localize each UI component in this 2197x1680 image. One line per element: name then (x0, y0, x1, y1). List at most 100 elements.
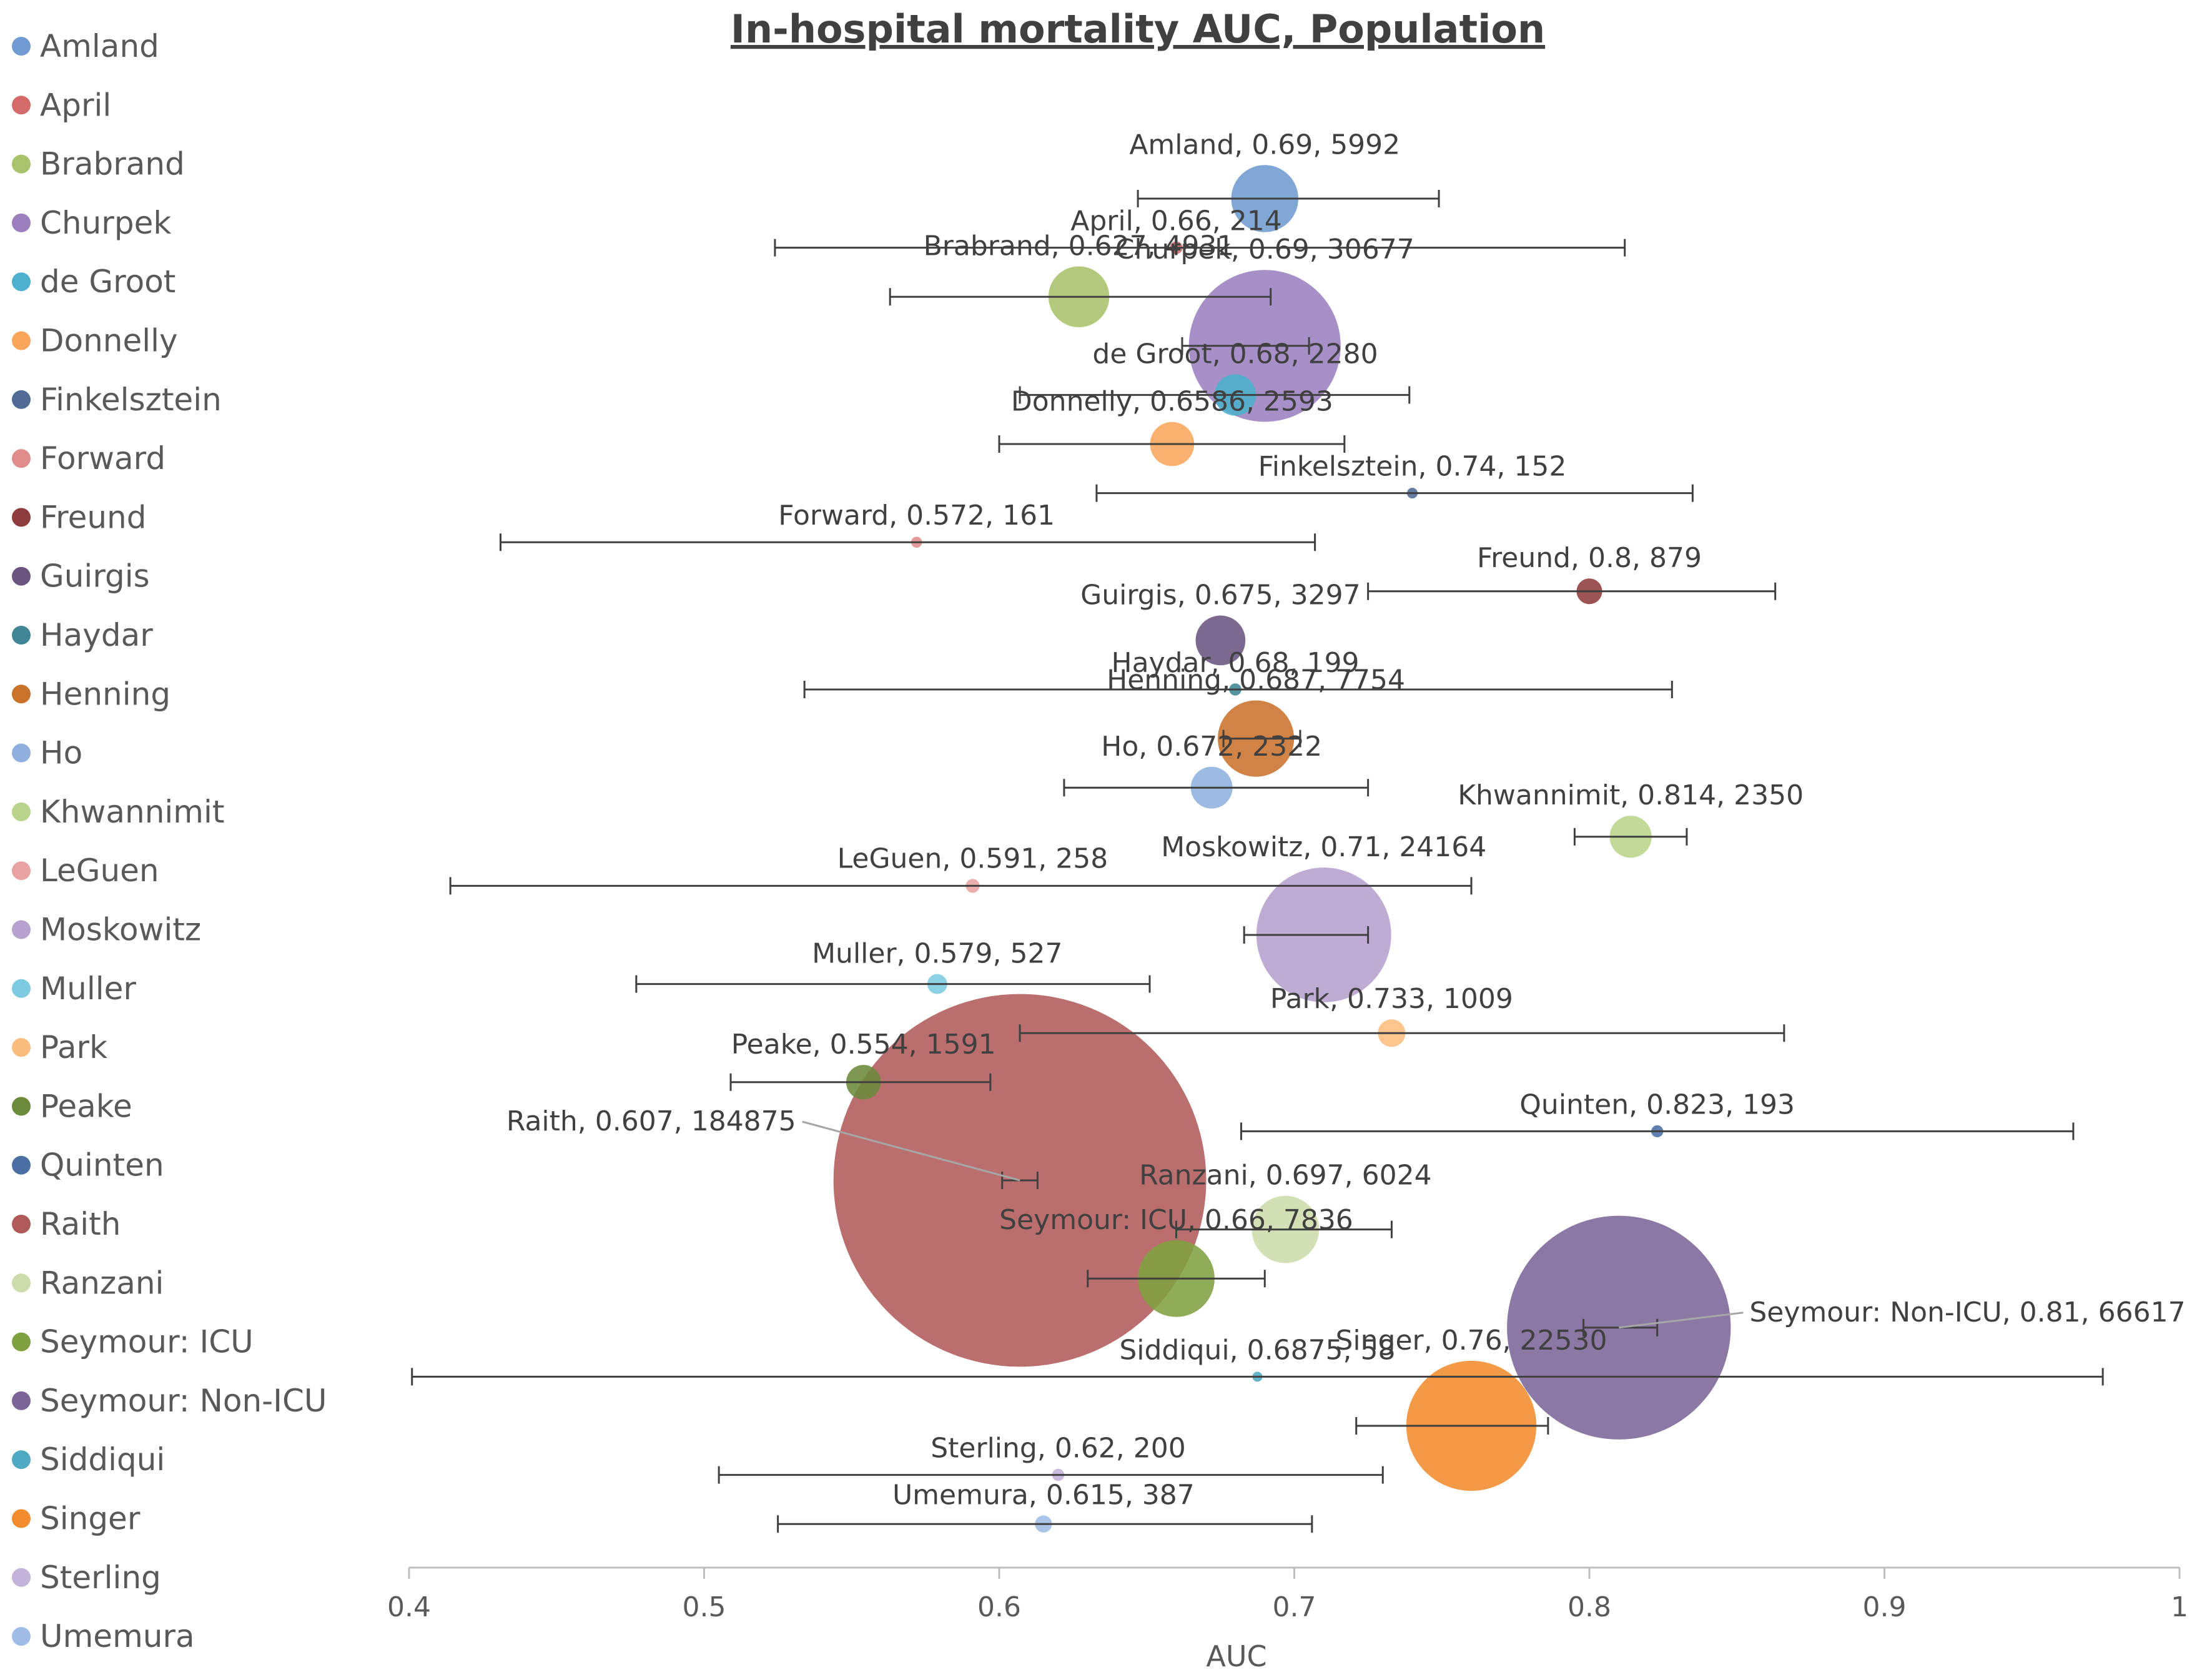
data-label-de-groot: de Groot, 0.68, 2280 (1092, 338, 1378, 370)
legend-marker-amland (12, 37, 31, 56)
data-label-raith: Raith, 0.607, 184875 (506, 1105, 796, 1137)
legend-marker-april (12, 96, 31, 115)
legend-marker-seymour-non-icu (12, 1391, 31, 1410)
legend: Amland April Brabrand Churpek de Groot Donnel… (12, 28, 327, 1654)
legend-marker-sterling (12, 1568, 31, 1587)
data-label-ho: Ho, 0.672, 2322 (1101, 731, 1322, 763)
data-label-peake: Peake, 0.554, 1591 (731, 1029, 996, 1060)
chart-title: In-hospital mortality AUC, Population (731, 6, 1545, 52)
legend-label-singer: Singer (40, 1501, 141, 1537)
legend-marker-khwannimit (12, 802, 31, 821)
legend-marker-ranzani (12, 1273, 31, 1293)
legend-label-donnelly: Donnelly (40, 323, 178, 359)
x-tick-label: 1 (2171, 1591, 2188, 1623)
legend-label-april: April (40, 87, 111, 123)
data-label-haydar: Haydar, 0.68, 199 (1112, 647, 1360, 679)
legend-marker-muller (12, 979, 31, 998)
legend-label-khwannimit: Khwannimit (40, 794, 224, 830)
legend-marker-moskowitz (12, 920, 31, 939)
legend-marker-donnelly (12, 331, 31, 350)
data-label-brabrand: Brabrand, 0.627, 4931 (924, 230, 1235, 262)
legend-marker-haydar (12, 626, 31, 645)
x-axis-label: AUC (1206, 1639, 1266, 1673)
legend-marker-de-groot (12, 272, 31, 292)
x-tick-label: 0.8 (1568, 1591, 1611, 1623)
data-label-leguen: LeGuen, 0.591, 258 (837, 842, 1108, 874)
leader-line (802, 1120, 1020, 1182)
leader-line (1619, 1312, 1744, 1329)
legend-label-finkelsztein: Finkelsztein (40, 382, 222, 418)
data-label-seymour-icu: Seymour: ICU, 0.66, 7836 (999, 1204, 1353, 1236)
data-label-siddiqui: Siddiqui, 0.6875, 58 (1119, 1334, 1395, 1366)
legend-marker-guirgis (12, 566, 31, 586)
legend-marker-seymour-icu (12, 1332, 31, 1351)
data-label-muller: Muller, 0.579, 527 (812, 938, 1062, 970)
legend-label-sterling: Sterling (40, 1559, 161, 1596)
legend-label-peake: Peake (40, 1088, 132, 1124)
legend-marker-freund (12, 508, 31, 527)
legend-marker-peake (12, 1097, 31, 1116)
legend-marker-umemura (12, 1627, 31, 1646)
data-label-layer: Amland, 0.69, 5992 April, 0.66, 214Brabra… (506, 129, 2186, 1511)
legend-label-amland: Amland (40, 28, 159, 64)
data-label-singer: Singer, 0.76, 22530 (1335, 1325, 1607, 1356)
data-label-henning: Henning, 0.687, 7754 (1107, 664, 1405, 696)
x-tick-label: 0.5 (683, 1591, 726, 1623)
legend-label-brabrand: Brabrand (40, 146, 185, 182)
legend-marker-ho (12, 743, 31, 763)
legend-marker-siddiqui (12, 1450, 31, 1470)
data-label-churpek: Churpek, 0.69, 30677 (1115, 234, 1414, 265)
legend-label-churpek: Churpek (40, 205, 171, 241)
data-label-freund: Freund, 0.8, 879 (1477, 542, 1702, 574)
data-label-april: April, 0.66, 214 (1070, 205, 1281, 237)
legend-label-raith: Raith (40, 1206, 121, 1242)
legend-label-park: Park (40, 1029, 107, 1065)
legend-marker-quinten (12, 1155, 31, 1175)
x-tick-label: 0.7 (1273, 1591, 1316, 1623)
plot-area: Amland, 0.69, 5992 April, 0.66, 214Brabra… (411, 129, 2186, 1533)
legend-label-forward: Forward (40, 440, 165, 477)
legend-marker-forward (12, 449, 31, 468)
data-label-umemura: Umemura, 0.615, 387 (892, 1480, 1195, 1511)
legend-marker-henning (12, 684, 31, 704)
x-axis: 0.4 0.5 0.6 0.7 0.8 0.9 1 (387, 1566, 2188, 1623)
legend-label-freund: Freund (40, 499, 146, 535)
legend-marker-brabrand (12, 154, 31, 174)
data-label-quinten: Quinten, 0.823, 193 (1519, 1089, 1795, 1120)
legend-label-de-groot: de Groot (40, 264, 175, 300)
legend-label-siddiqui: Siddiqui (40, 1441, 165, 1478)
data-label-moskowitz: Moskowitz, 0.71, 24164 (1161, 831, 1486, 863)
legend-label-seymour-icu: Seymour: ICU (40, 1324, 254, 1360)
data-label-guirgis: Guirgis, 0.675, 3297 (1080, 580, 1361, 611)
data-label-park: Park, 0.733, 1009 (1270, 983, 1513, 1015)
error-bar-layer (411, 190, 2104, 1533)
legend-label-ho: Ho (40, 735, 82, 771)
x-tick-label: 0.9 (1863, 1591, 1907, 1623)
data-label-donnelly: Donnelly, 0.6586, 2593 (1011, 386, 1333, 418)
legend-marker-leguen (12, 861, 31, 881)
x-tick-label: 0.6 (977, 1591, 1021, 1623)
data-label-khwannimit: Khwannimit, 0.814, 2350 (1458, 779, 1804, 811)
legend-marker-park (12, 1038, 31, 1057)
legend-marker-raith (12, 1215, 31, 1233)
legend-label-haydar: Haydar (40, 617, 153, 653)
data-label-ranzani: Ranzani, 0.697, 6024 (1139, 1160, 1432, 1192)
legend-label-moskowitz: Moskowitz (40, 912, 201, 948)
legend-marker-churpek (12, 213, 31, 232)
data-label-amland: Amland, 0.69, 5992 (1129, 129, 1400, 161)
legend-label-seymour-non-icu: Seymour: Non-ICU (40, 1383, 327, 1419)
data-label-seymour-non-icu: Seymour: Non-ICU, 0.81, 66617 (1749, 1297, 2185, 1328)
legend-label-muller: Muller (40, 971, 136, 1007)
legend-marker-finkelsztein (12, 390, 31, 409)
x-tick-label: 0.4 (387, 1591, 431, 1623)
legend-label-ranzani: Ranzani (40, 1265, 164, 1301)
legend-label-henning: Henning (40, 676, 170, 712)
data-label-forward: Forward, 0.572, 161 (778, 500, 1055, 531)
legend-label-umemura: Umemura (40, 1618, 195, 1654)
data-label-finkelsztein: Finkelsztein, 0.74, 152 (1258, 451, 1567, 483)
legend-label-quinten: Quinten (40, 1147, 164, 1183)
legend-marker-singer (12, 1509, 31, 1528)
legend-label-guirgis: Guirgis (40, 558, 150, 595)
